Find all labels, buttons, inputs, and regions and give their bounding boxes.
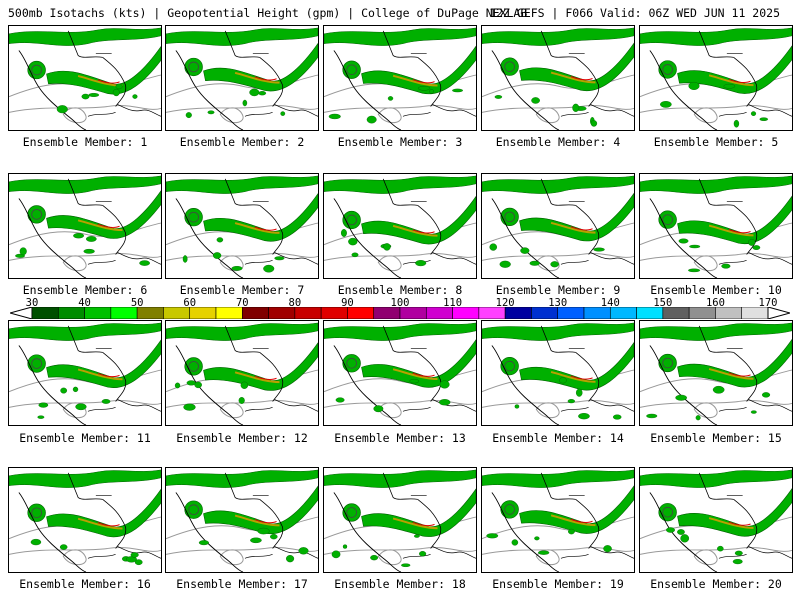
colorbar-tick-label: 130 (548, 297, 568, 309)
ensemble-member-label: Ensemble Member: 3 (337, 135, 463, 149)
ensemble-member-map (639, 467, 793, 573)
ensemble-member-label: Ensemble Member: 10 (650, 283, 782, 297)
ensemble-member-map (8, 25, 162, 131)
ensemble-member-label: Ensemble Member: 11 (19, 431, 151, 445)
ensemble-member-map (323, 173, 477, 279)
colorbar-tick-label: 30 (25, 297, 39, 309)
ensemble-member-label: Ensemble Member: 17 (176, 577, 308, 591)
ensemble-member-label: Ensemble Member: 20 (650, 577, 782, 591)
ensemble-member-label: Ensemble Member: 9 (495, 283, 621, 297)
colorbar-tick-label: 70 (235, 297, 249, 309)
ensemble-member-label: Ensemble Member: 12 (176, 431, 308, 445)
ensemble-member-label: Ensemble Member: 19 (492, 577, 624, 591)
ensemble-member-map (323, 467, 477, 573)
colorbar-tick-label: 40 (78, 297, 91, 309)
ensemble-member-map (165, 25, 319, 131)
ensemble-member-label: Ensemble Member: 16 (19, 577, 151, 591)
ensemble-member-label: Ensemble Member: 18 (334, 577, 466, 591)
colorbar-tick-label: 50 (130, 297, 144, 309)
colorbar-tick-label: 150 (653, 297, 673, 309)
colorbar-tick-label: 80 (288, 297, 302, 309)
ensemble-member-map (323, 320, 477, 426)
ensemble-member-map (481, 25, 635, 131)
colorbar-tick-label: 60 (183, 297, 197, 309)
ensemble-member-map (481, 173, 635, 279)
wind-speed-colorbar (10, 307, 790, 319)
ensemble-member-map (639, 320, 793, 426)
ensemble-member-label: Ensemble Member: 8 (337, 283, 463, 297)
ensemble-member-map (8, 467, 162, 573)
colorbar-tick-label: 110 (443, 297, 463, 309)
ensemble-member-label: Ensemble Member: 6 (22, 283, 148, 297)
ensemble-member-map (323, 25, 477, 131)
ensemble-member-map (8, 173, 162, 279)
ensemble-member-label: Ensemble Member: 2 (179, 135, 305, 149)
ensemble-member-label: Ensemble Member: 1 (22, 135, 148, 149)
map-title: 500mb Isotachs (kts) | Geopotential Heig… (8, 6, 528, 20)
ensemble-member-map (639, 173, 793, 279)
ensemble-member-label: Ensemble Member: 14 (492, 431, 624, 445)
ensemble-member-map (481, 467, 635, 573)
ensemble-member-label: Ensemble Member: 13 (334, 431, 466, 445)
colorbar-tick-label: 120 (495, 297, 515, 309)
colorbar-tick-label: 90 (341, 297, 354, 309)
ensemble-member-label: Ensemble Member: 4 (495, 135, 621, 149)
ensemble-member-map (481, 320, 635, 426)
colorbar-tick-label: 160 (705, 297, 725, 309)
colorbar-tick-label: 170 (758, 297, 778, 309)
colorbar-tick-label: 140 (600, 297, 620, 309)
ensemble-member-map (165, 320, 319, 426)
ensemble-member-label: Ensemble Member: 5 (653, 135, 779, 149)
colorbar-tick-label: 100 (390, 297, 410, 309)
ensemble-member-map (8, 320, 162, 426)
ensemble-member-map (165, 173, 319, 279)
model-run-info: 12Z GEFS | F066 Valid: 06Z WED JUN 11 20… (489, 6, 780, 20)
ensemble-member-map (165, 467, 319, 573)
ensemble-member-label: Ensemble Member: 7 (179, 283, 305, 297)
ensemble-member-map (639, 25, 793, 131)
ensemble-member-label: Ensemble Member: 15 (650, 431, 782, 445)
